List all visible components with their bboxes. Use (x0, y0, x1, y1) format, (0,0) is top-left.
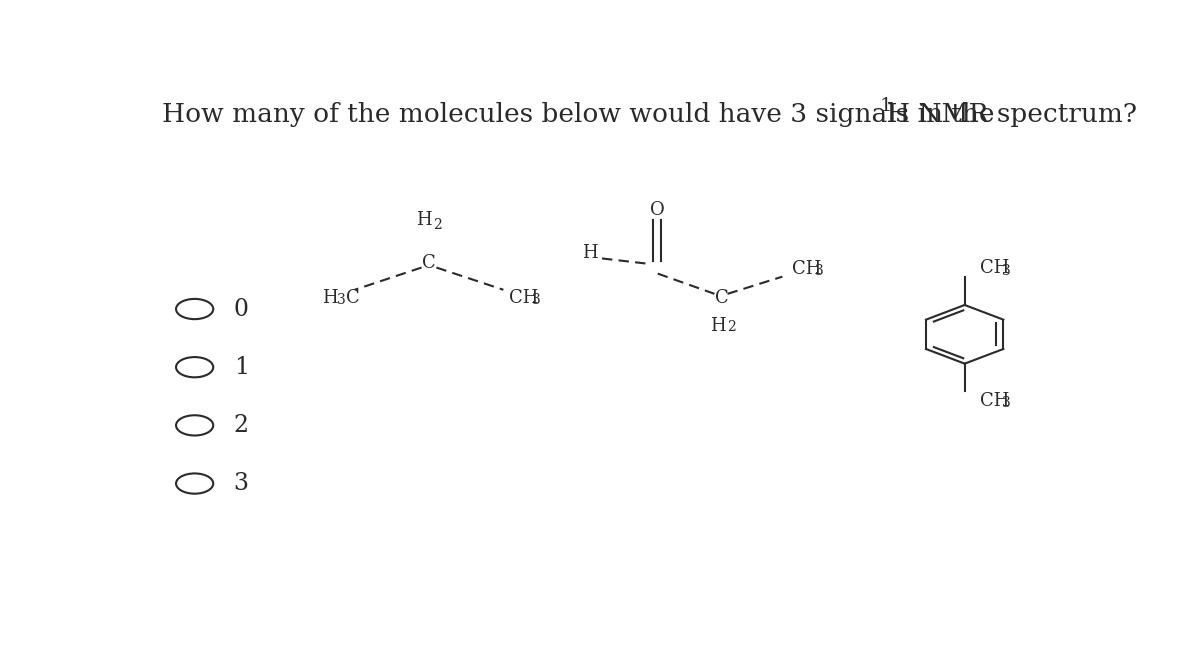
Text: CH: CH (792, 260, 821, 277)
Text: H: H (710, 317, 726, 335)
Text: 1: 1 (880, 97, 893, 114)
Text: 3: 3 (234, 472, 248, 495)
Text: C: C (715, 289, 728, 307)
Text: 0: 0 (234, 298, 248, 321)
Text: C: C (422, 254, 436, 273)
Text: CH: CH (509, 289, 539, 307)
Text: 2: 2 (234, 414, 248, 437)
Text: CH: CH (979, 392, 1009, 409)
Text: O: O (650, 202, 665, 219)
Text: 3: 3 (1002, 396, 1010, 410)
Text: 2: 2 (433, 217, 442, 232)
Text: 3: 3 (815, 264, 823, 278)
Text: 3: 3 (533, 294, 541, 307)
Text: 1: 1 (234, 355, 248, 378)
Text: H: H (582, 244, 598, 262)
Text: C: C (347, 289, 360, 307)
Text: H: H (416, 211, 432, 229)
Text: CH: CH (979, 259, 1009, 277)
Text: How many of the molecules below would have 3 signals in the: How many of the molecules below would ha… (162, 102, 1003, 127)
Text: 3: 3 (337, 294, 346, 307)
Text: 3: 3 (1002, 263, 1010, 277)
Text: 2: 2 (727, 320, 736, 334)
Text: H NMR spectrum?: H NMR spectrum? (887, 102, 1136, 127)
Text: H: H (322, 289, 337, 307)
